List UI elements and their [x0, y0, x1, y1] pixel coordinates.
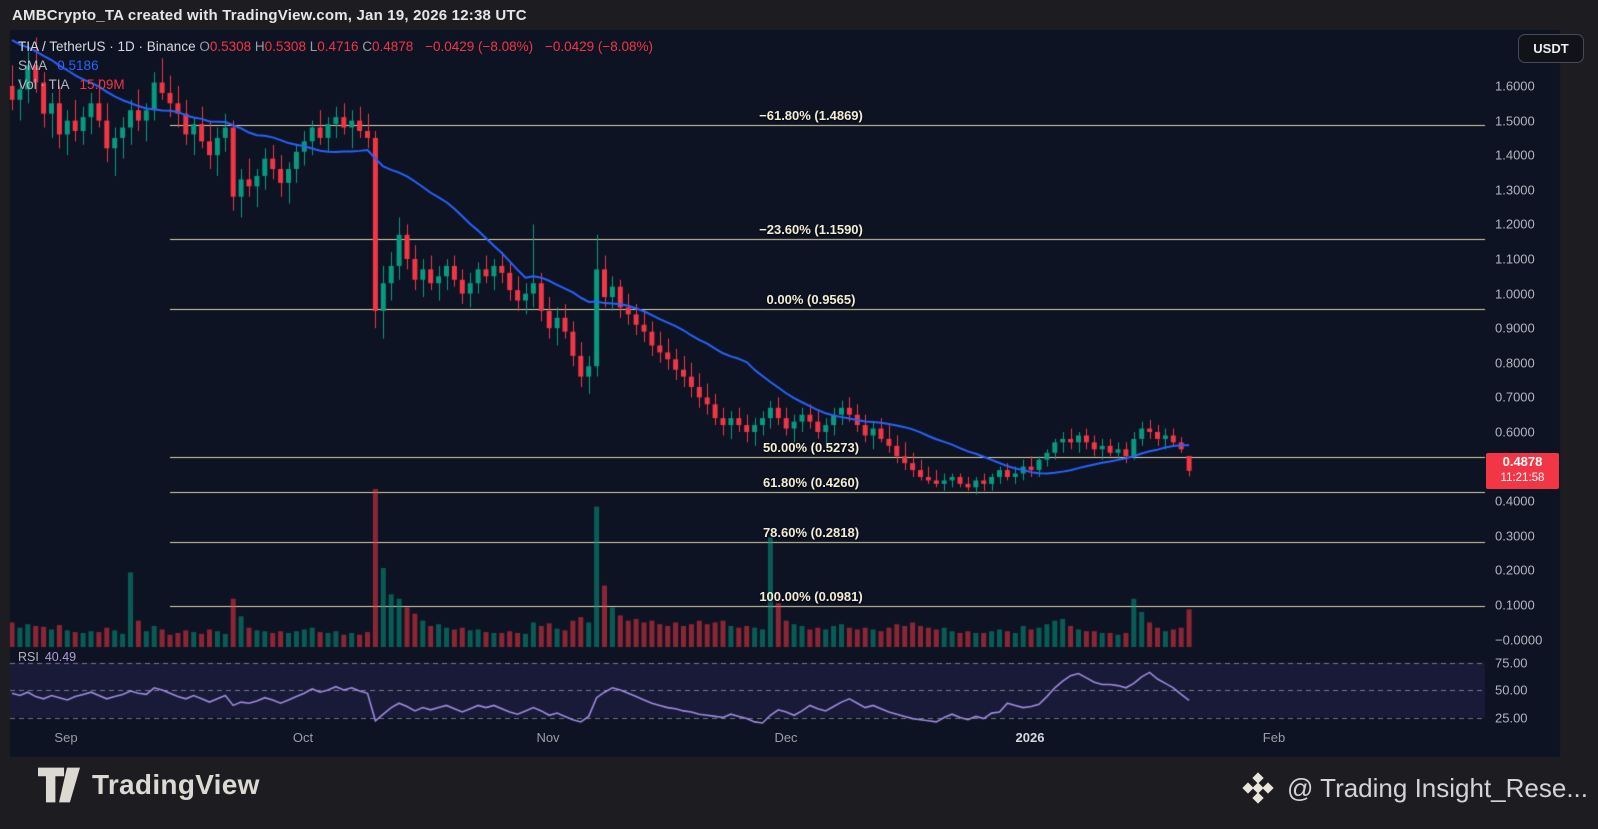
- price-tick-1.3000: 1.3000: [1495, 182, 1535, 198]
- bar-countdown: 11:21:58: [1500, 471, 1545, 484]
- price-tick-1.5000: 1.5000: [1495, 113, 1535, 129]
- tradingview-logo[interactable]: TradingView: [38, 767, 260, 803]
- watermark-text: @ Trading Insight_Rese...: [1287, 772, 1588, 803]
- ohlc-value-L: 0.4716: [317, 39, 359, 54]
- fib-label-5: 78.60% (0.2818): [762, 525, 860, 541]
- price-tick-0.7000: 0.7000: [1495, 389, 1535, 405]
- ohlc-value-H: 0.5308: [264, 39, 306, 54]
- legend-sma-row[interactable]: SMA 0.5186: [18, 56, 653, 75]
- fib-label-0: −61.80% (1.4869): [759, 108, 863, 124]
- symbol-title[interactable]: TIA / TetherUS · 1D · Binance: [18, 39, 196, 54]
- legend-symbol-row[interactable]: TIA / TetherUS · 1D · Binance O0.5308 H0…: [18, 37, 653, 56]
- fib-label-3: 50.00% (0.5273): [762, 440, 860, 456]
- change-value-2: −0.0429 (−8.08%): [544, 39, 654, 54]
- time-tick-Nov[interactable]: Nov: [536, 730, 560, 745]
- currency-toggle-button[interactable]: USDT: [1518, 34, 1584, 63]
- sma-label[interactable]: SMA: [18, 58, 47, 73]
- rsi-label[interactable]: RSI: [18, 650, 39, 664]
- rsi-tick-25.00: 25.00: [1495, 710, 1528, 725]
- time-tick-Dec[interactable]: Dec: [774, 730, 798, 745]
- ohlc-value-O: 0.5308: [209, 39, 252, 54]
- header-title: AMBCrypto_TA created with TradingView.co…: [12, 7, 527, 24]
- price-axis[interactable]: 1.6000 1.5000 1.4000 1.3000 1.2000 1.1000 1.00…: [1485, 30, 1560, 757]
- price-tick-1.1000: 1.1000: [1495, 251, 1535, 267]
- rsi-tick-75.00: 75.00: [1495, 655, 1528, 670]
- price-tick-0.8000: 0.8000: [1495, 355, 1535, 371]
- volume-value: 15.09M: [79, 77, 125, 92]
- fib-label-6: 100.00% (0.0981): [759, 588, 863, 604]
- ohlc-key-L: L: [305, 39, 318, 54]
- time-tick-Feb[interactable]: Feb: [1262, 730, 1286, 745]
- price-tick-1.0000: 1.0000: [1495, 286, 1535, 302]
- fib-label-4: 61.80% (0.4260): [762, 475, 860, 491]
- fib-label-1: −23.60% (1.1590): [759, 221, 863, 237]
- time-tick-Oct[interactable]: Oct: [292, 730, 314, 745]
- price-tick-0.3000: 0.3000: [1495, 528, 1535, 544]
- last-price-value: 0.4878: [1502, 453, 1543, 469]
- legend-volume-row[interactable]: Vol · TIA 15.09M: [18, 75, 653, 94]
- price-tick-0.1000: 0.1000: [1495, 597, 1535, 613]
- price-tick-1.4000: 1.4000: [1495, 147, 1535, 163]
- binance-diamond-icon: [1242, 772, 1274, 804]
- ohlc-values: O0.5308 H0.5308 L0.4716 C0.4878: [199, 39, 413, 54]
- tradingview-logo-icon: [38, 767, 80, 803]
- volume-label[interactable]: Vol · TIA: [18, 77, 69, 92]
- price-tick-0.9000: 0.9000: [1495, 320, 1535, 336]
- ohlc-key-C: C: [358, 39, 373, 54]
- tradingview-logo-text: TradingView: [92, 769, 260, 800]
- rsi-tick-50.00: 50.00: [1495, 682, 1528, 698]
- time-axis[interactable]: Sep Oct Nov Dec 2026 Feb: [0, 728, 1598, 750]
- ohlc-value-C: 0.4878: [372, 39, 414, 54]
- price-tick-−0.0000: −0.0000: [1495, 632, 1543, 648]
- footer-bar: TradingView @ Trading Insight_Rese...: [0, 757, 1598, 829]
- rsi-value: 40.49: [44, 650, 77, 664]
- chart-legend[interactable]: TIA / TetherUS · 1D · Binance O0.5308 H0…: [18, 37, 653, 94]
- rsi-legend[interactable]: RSI 40.49: [18, 650, 76, 664]
- time-tick-2026[interactable]: 2026: [1015, 730, 1045, 745]
- price-tick-0.4000: 0.4000: [1495, 493, 1535, 509]
- price-tick-0.2000: 0.2000: [1495, 562, 1535, 578]
- change-value: −0.0429 (−8.08%): [425, 39, 534, 54]
- sma-value: 0.5186: [57, 58, 99, 73]
- time-tick-Sep[interactable]: Sep: [54, 730, 78, 745]
- fib-label-2: 0.00% (0.9565): [766, 291, 856, 307]
- price-tick-1.6000: 1.6000: [1495, 78, 1535, 94]
- author-watermark: @ Trading Insight_Rese...: [1241, 771, 1588, 805]
- ohlc-key-O: O: [199, 39, 210, 54]
- header-bar: AMBCrypto_TA created with TradingView.co…: [0, 0, 1598, 30]
- ohlc-key-H: H: [251, 39, 265, 54]
- price-tick-0.6000: 0.6000: [1495, 424, 1535, 440]
- last-price-badge: 0.4878 11:21:58: [1486, 452, 1559, 489]
- price-tick-1.2000: 1.2000: [1495, 216, 1535, 232]
